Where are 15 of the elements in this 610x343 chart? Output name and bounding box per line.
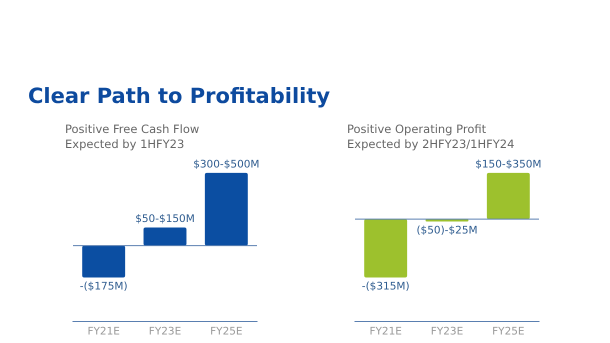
x-tick-label: FY21E <box>369 325 402 338</box>
data-label: $300-$500M <box>193 158 260 170</box>
data-label: ($50)-$25M <box>416 224 478 236</box>
chart-subtitle: Positive Operating Profit Expected by 2HFY23/1HFY24 <box>347 122 516 152</box>
chart-subtitle: Positive Free Cash Flow Expected by 1HFY23 <box>65 122 200 152</box>
data-label: -($175M) <box>80 280 128 292</box>
data-label: -($315M) <box>362 280 410 292</box>
x-tick-label: FY25E <box>210 325 243 338</box>
x-tick-label: FY23E <box>430 325 464 338</box>
x-tick-label: FY21E <box>87 325 120 338</box>
data-label: $150-$350M <box>475 158 542 170</box>
chart-title: Clear Path to Profitability <box>28 84 330 108</box>
x-tick-label: FY23E <box>148 325 182 338</box>
data-label: $50-$150M <box>135 212 195 225</box>
x-tick-label: FY25E <box>492 325 525 338</box>
